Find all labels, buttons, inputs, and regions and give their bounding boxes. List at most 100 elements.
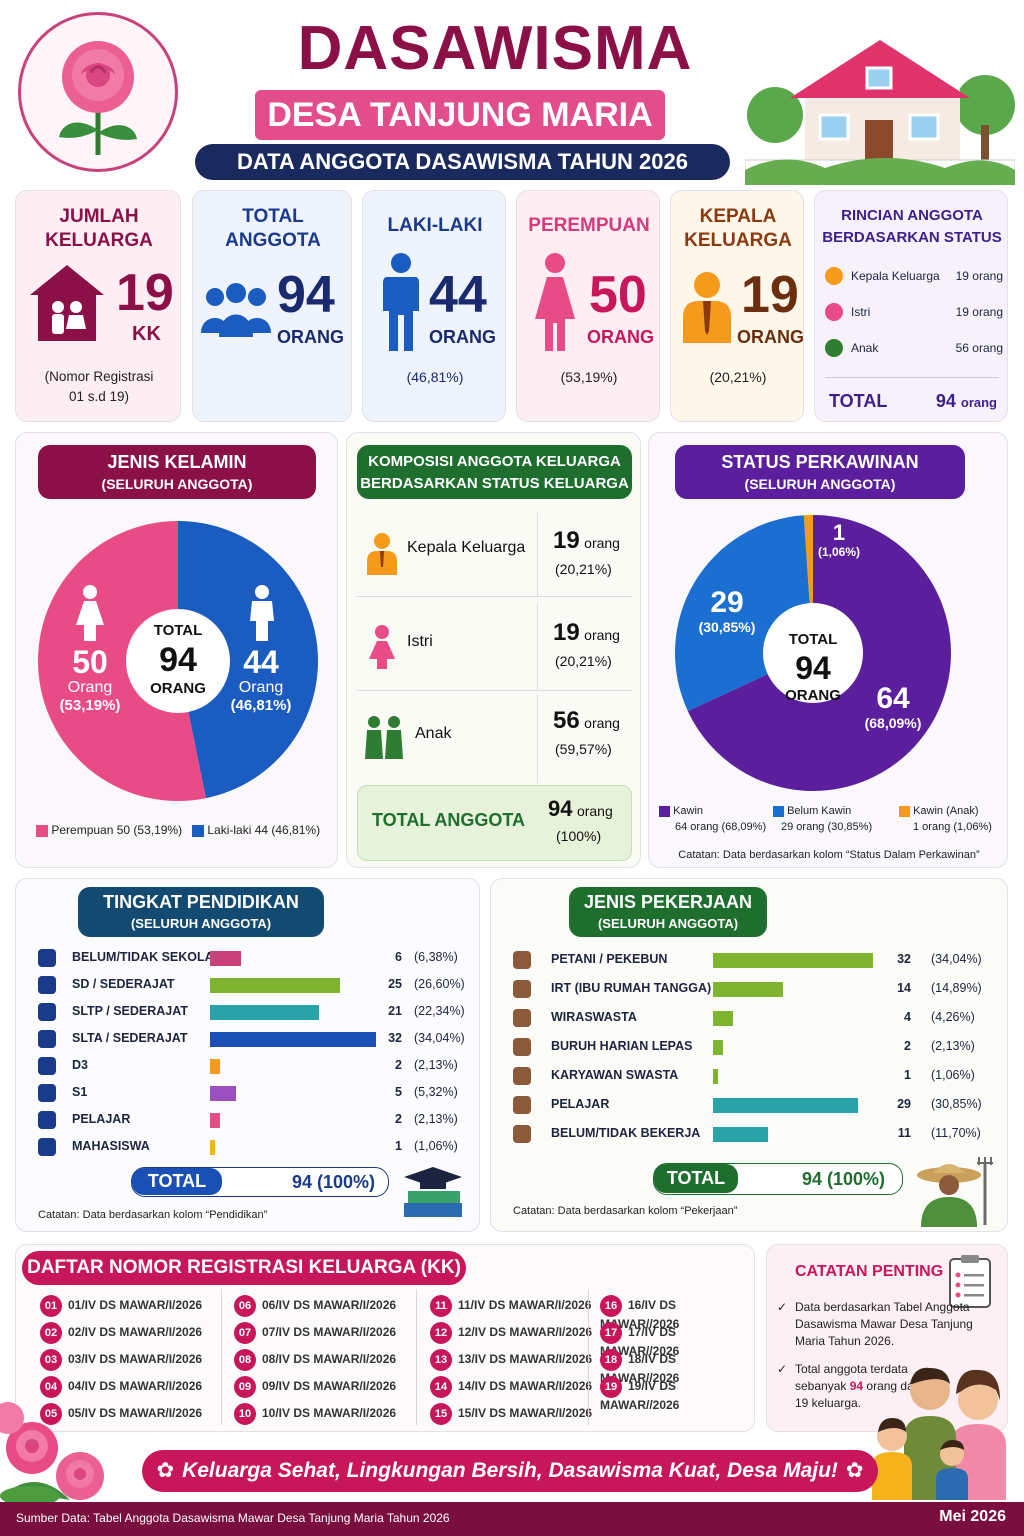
catatan-item-2-text-c: orang dari 19 keluarga. xyxy=(795,1379,921,1410)
komposisi-value: 56 xyxy=(553,707,580,734)
gender-legend-perempuan: Perempuan 50 (53,19%) xyxy=(36,823,182,837)
kk-item: 04 04/IV DS MAWAR/I/2026 xyxy=(40,1376,202,1398)
bar-row: WIRASWASTA 4 (4,26%) xyxy=(491,1007,1009,1031)
bar-label: SD / SEDERAJAT xyxy=(72,977,175,991)
legend-swatch xyxy=(192,824,204,837)
perkawinan-center-2: 94 xyxy=(795,650,831,686)
rincian-divider xyxy=(825,377,999,378)
rincian-row-label: Anak xyxy=(851,341,879,355)
bar-label: PETANI / PEKEBUN xyxy=(551,952,668,966)
laki-pct: (46,81%) xyxy=(406,369,464,385)
bar xyxy=(210,1032,376,1047)
laki-label: LAKI-LAKI xyxy=(387,215,483,236)
kk-code: 03/IV DS MAWAR/I/2026 xyxy=(68,1352,203,1366)
perempuan-value: 50 xyxy=(589,266,647,324)
bar-value: 1 xyxy=(395,1139,402,1153)
komposisi-row-label: Kepala Keluarga xyxy=(407,539,526,556)
pekerjaan-chart: PETANI / PEKEBUN 32 (34,04%) IRT (IBU RUMAH… xyxy=(491,949,1009,1159)
kk-code: 13/IV DS MAWAR/I/2026 xyxy=(458,1352,593,1366)
kk-number: 17 xyxy=(600,1322,622,1344)
legend-swatch xyxy=(659,805,670,817)
kk-code: 05/IV DS MAWAR/I/2026 xyxy=(68,1406,203,1420)
rincian-total: 94 orang xyxy=(936,391,997,412)
male-icon xyxy=(250,585,274,641)
card-komposisi: KOMPOSISI ANGGOTA KELUARGA BERDASARKAN S… xyxy=(346,432,641,868)
card-daftar-kk: DAFTAR NOMOR REGISTRASI KELUARGA (KK) 01… xyxy=(15,1244,755,1432)
bar xyxy=(713,1069,718,1084)
bar-pct: (1,06%) xyxy=(414,1139,458,1153)
rincian-row-value: 19 orang xyxy=(955,269,1003,283)
kk-number: 19 xyxy=(600,1376,622,1398)
slogan-text: Keluarga Sehat, Lingkungan Bersih, Dasaw… xyxy=(182,1459,838,1482)
belum-kawin-value: 29 xyxy=(710,586,744,619)
occupation-icon xyxy=(513,1067,531,1085)
belum-kawin-pct: (30,85%) xyxy=(698,619,756,635)
page-subtitle: DESA TANJUNG MARIA xyxy=(255,90,665,140)
kk-divider xyxy=(588,1289,589,1425)
bar xyxy=(713,1127,768,1142)
bar-pct: (14,89%) xyxy=(931,981,982,995)
bar-pct: (1,06%) xyxy=(931,1068,975,1082)
gender-right-value: 44 xyxy=(243,644,279,680)
footer-bar: Sumber Data: Tabel Anggota Dasawisma Maw… xyxy=(0,1502,1024,1536)
komposisi-total-value: 94 orang xyxy=(548,796,613,822)
header-banner: DATA ANGGOTA DASAWISMA TAHUN 2026 xyxy=(195,144,730,180)
card-jenis-kelamin: JENIS KELAMIN (SELURUH ANGGOTA) TOTAL 94… xyxy=(15,432,338,868)
kepala-label-2: KELUARGA xyxy=(684,230,792,251)
check-icon: ✓ xyxy=(777,1362,788,1376)
bar-label: PELAJAR xyxy=(551,1097,610,1111)
kk-title: DAFTAR NOMOR REGISTRASI KELUARGA (KK) xyxy=(22,1251,466,1285)
komposisi-total: TOTAL ANGGOTA 94 orang (100%) xyxy=(357,785,632,861)
rincian-row-anak: Anak 56 orang xyxy=(825,339,1003,361)
rincian-row-istri: Istri 19 orang xyxy=(825,303,1003,325)
gender-center: TOTAL 94 ORANG xyxy=(128,619,228,701)
bar xyxy=(713,1011,733,1026)
catatan-item-1-text: Data berdasarkan Tabel Anggota Dasawisma… xyxy=(795,1300,973,1348)
gender-right-pct: (46,81%) xyxy=(230,697,292,714)
keluarga-note-2: 01 s.d 19) xyxy=(68,389,130,404)
perkawinan-title-2: (SELURUH ANGGOTA) xyxy=(744,476,896,492)
graduation-cap-icon xyxy=(38,1084,56,1102)
legend-label: Kawin (Anak) xyxy=(913,805,979,817)
card-total-anggota: TOTAL ANGGOTA 94 ORANG xyxy=(192,190,352,422)
keluarga-value: 19 xyxy=(116,264,174,322)
komposisi-total-label: TOTAL ANGGOTA xyxy=(372,810,525,830)
perkawinan-center-1: TOTAL xyxy=(788,631,838,648)
catatan-item-2: ✓ Total anggota terdata sebanyak 94 oran… xyxy=(777,1361,927,1412)
female-icon xyxy=(76,585,104,641)
belum-kawin-label: 29 (30,85%) xyxy=(685,586,769,636)
legend-label: Kawin xyxy=(673,805,704,817)
bar-row: SLTA / SEDERAJAT 32 (34,04%) xyxy=(16,1028,481,1052)
graduation-cap-icon xyxy=(38,1057,56,1075)
pie-slice-perempuan xyxy=(38,521,206,801)
gender-legend-laki: Laki-laki 44 (46,81%) xyxy=(192,823,320,837)
catatan-title: CATATAN PENTING xyxy=(795,1263,944,1280)
legend-label: Belum Kawin xyxy=(787,805,852,817)
komposisi-divider xyxy=(537,513,538,597)
komposisi-row-label: Anak xyxy=(415,725,452,742)
legend-detail: 29 orang (30,85%) xyxy=(781,821,873,833)
kk-item: 18 18/IV DS MAWAR//2026 xyxy=(600,1349,756,1385)
gender-center-2: 94 xyxy=(159,641,197,679)
bar-label: S1 xyxy=(72,1085,88,1099)
bar-label: BELUM/TIDAK BEKERJA xyxy=(551,1126,701,1140)
head-of-family-icon xyxy=(683,272,731,343)
pie-slice-laki-laki xyxy=(178,521,319,799)
komposisi-row-anak: Anak 56 orang (59,57%) xyxy=(357,695,632,783)
komposisi-row-value: 56 orang xyxy=(553,707,620,735)
kk-code: 08/IV DS MAWAR/I/2026 xyxy=(262,1352,397,1366)
bar-row: SD / SEDERAJAT 25 (26,60%) xyxy=(16,974,481,998)
bar-pct: (22,34%) xyxy=(414,1004,465,1018)
bar xyxy=(210,1113,221,1128)
bar xyxy=(713,1040,723,1055)
bar-value: 21 xyxy=(388,1004,402,1018)
komposisi-total-unit: orang xyxy=(576,803,613,819)
bar-row: PETANI / PEKEBUN 32 (34,04%) xyxy=(491,949,1009,973)
occupation-icon xyxy=(513,1125,531,1143)
occupation-icon xyxy=(513,1096,531,1114)
bar-row: IRT (IBU RUMAH TANGGA) 14 (14,89%) xyxy=(491,978,1009,1002)
kk-number: 18 xyxy=(600,1349,622,1371)
gender-pie xyxy=(38,521,319,801)
clipboard-icon xyxy=(949,1255,991,1308)
komposisi-divider xyxy=(537,695,538,783)
